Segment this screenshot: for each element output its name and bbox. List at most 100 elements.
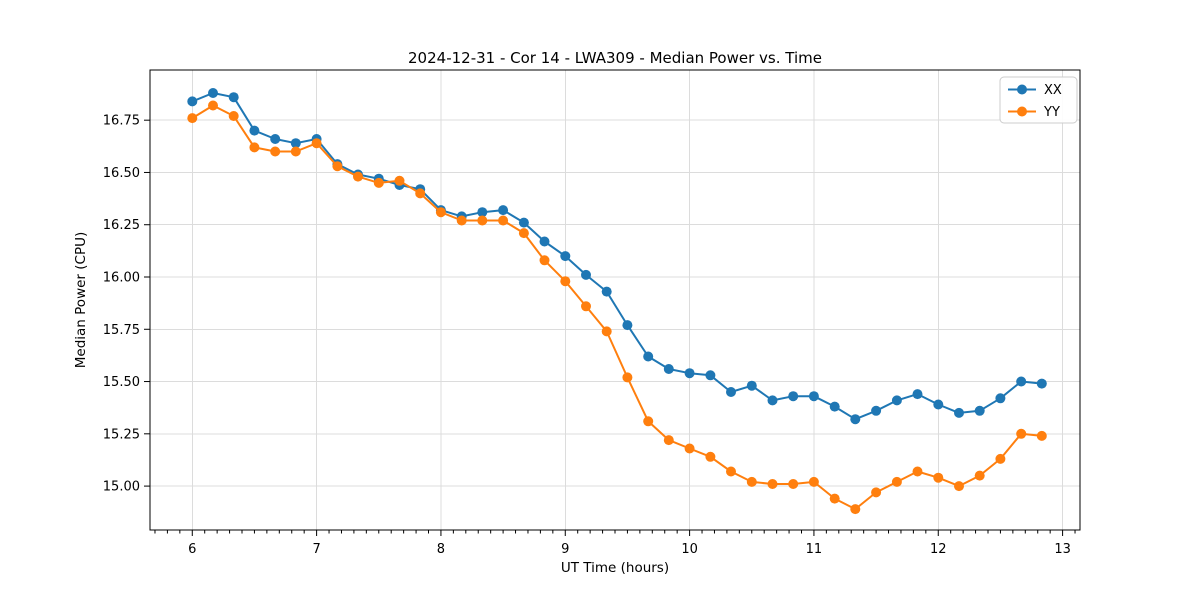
data-point-YY [995, 453, 1006, 464]
data-point-XX [850, 414, 861, 425]
data-point-XX [477, 207, 488, 218]
legend-label-YY: YY [1043, 105, 1060, 120]
data-point-XX [788, 391, 799, 402]
x-tick-label: 7 [312, 542, 320, 557]
data-point-YY [705, 451, 716, 462]
data-point-YY [415, 188, 426, 199]
data-point-YY [332, 161, 343, 172]
legend-label-XX: XX [1044, 83, 1062, 98]
data-point-YY [933, 472, 944, 483]
y-tick-label: 16.00 [103, 271, 140, 286]
data-point-YY [622, 372, 633, 383]
data-point-YY [871, 487, 882, 498]
data-point-YY [373, 177, 384, 188]
y-tick-label: 15.50 [103, 375, 140, 390]
legend-marker-XX [1017, 84, 1027, 95]
data-point-XX [829, 401, 840, 412]
x-tick-label: 13 [1054, 542, 1071, 557]
data-point-XX [726, 387, 736, 397]
data-point-YY [560, 276, 571, 287]
data-point-XX [705, 370, 716, 381]
legend-box [999, 76, 1078, 124]
data-point-XX [871, 405, 882, 416]
data-point-YY [208, 100, 218, 111]
data-point-YY [663, 435, 674, 446]
data-point-XX [518, 217, 529, 228]
x-tick-label: 9 [561, 542, 569, 557]
data-point-XX [954, 407, 964, 418]
data-point-XX [974, 405, 985, 416]
legend-marker-YY [1017, 106, 1027, 117]
y-tick-label: 16.25 [103, 218, 140, 233]
data-point-XX [663, 364, 674, 374]
data-point-YY [1016, 428, 1027, 439]
data-point-XX [249, 125, 260, 136]
data-point-YY [829, 493, 840, 504]
data-point-YY [891, 476, 902, 487]
plot-border [149, 69, 1081, 531]
x-tick-label: 6 [188, 542, 196, 557]
data-point-XX [622, 320, 633, 331]
data-point-XX [808, 391, 819, 402]
data-point-YY [187, 113, 198, 124]
data-point-XX [270, 134, 281, 144]
data-point-XX [746, 380, 757, 391]
data-point-YY [954, 481, 964, 492]
data-point-XX [912, 389, 923, 400]
x-tick-label: 12 [930, 542, 947, 557]
data-point-YY [601, 326, 612, 337]
data-point-YY [643, 416, 654, 427]
data-point-XX [891, 395, 902, 406]
data-point-XX [498, 205, 509, 216]
y-tick-label: 16.50 [103, 166, 140, 181]
x-axis-label: UT Time (hours) [561, 560, 669, 576]
data-point-XX [1036, 378, 1047, 389]
data-point-YY [394, 175, 405, 186]
data-point-YY [746, 476, 757, 487]
data-point-XX [995, 393, 1006, 404]
data-point-XX [187, 96, 198, 107]
data-point-YY [581, 301, 591, 312]
data-point-YY [435, 207, 446, 218]
data-point-YY [456, 215, 467, 226]
data-point-YY [311, 138, 322, 149]
data-point-YY [912, 466, 923, 477]
data-point-YY [1036, 430, 1047, 441]
data-point-XX [539, 236, 550, 247]
data-point-YY [684, 443, 695, 454]
data-point-YY [249, 142, 260, 153]
data-point-YY [518, 228, 529, 239]
data-point-YY [850, 504, 861, 515]
data-point-YY [477, 215, 488, 226]
y-tick-label: 15.00 [103, 480, 140, 495]
data-point-YY [270, 146, 281, 157]
data-point-YY [974, 470, 985, 481]
data-point-XX [643, 351, 654, 362]
data-point-XX [767, 395, 778, 406]
data-point-YY [228, 111, 239, 121]
data-point-YY [498, 215, 509, 226]
y-axis-label: Median Power (CPU) [73, 232, 89, 368]
data-point-XX [208, 88, 218, 98]
data-point-XX [933, 399, 944, 410]
data-point-XX [290, 138, 301, 149]
x-tick-label: 8 [437, 542, 445, 557]
data-point-YY [788, 479, 799, 489]
data-point-YY [539, 255, 550, 266]
data-point-XX [1016, 376, 1027, 387]
data-point-YY [767, 479, 778, 489]
x-tick-label: 11 [806, 542, 823, 557]
data-point-YY [290, 146, 301, 157]
data-point-XX [228, 92, 239, 103]
y-tick-label: 16.75 [103, 114, 140, 129]
data-point-XX [684, 368, 695, 379]
data-point-XX [560, 251, 571, 262]
data-point-XX [581, 269, 591, 280]
x-tick-label: 10 [681, 542, 698, 557]
y-tick-label: 15.25 [103, 427, 140, 442]
data-point-YY [808, 476, 819, 487]
data-point-YY [353, 171, 363, 182]
y-tick-label: 15.75 [103, 323, 140, 338]
chart-title: 2024-12-31 - Cor 14 - LWA309 - Median Po… [408, 49, 822, 67]
